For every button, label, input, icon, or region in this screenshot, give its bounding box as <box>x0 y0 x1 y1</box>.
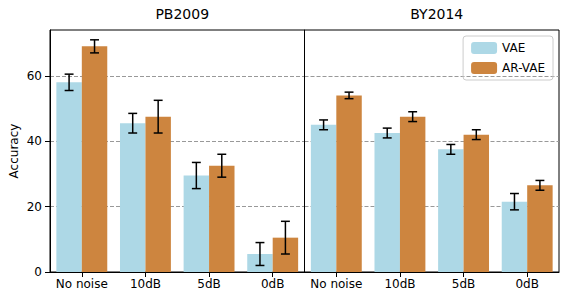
svg-text:0dB: 0dB <box>261 277 284 291</box>
svg-text:10dB: 10dB <box>130 277 161 291</box>
svg-text:5dB: 5dB <box>197 277 220 291</box>
svg-text:PB2009: PB2009 <box>155 6 209 22</box>
svg-text:No noise: No noise <box>310 277 362 291</box>
svg-text:10dB: 10dB <box>384 277 415 291</box>
svg-text:No noise: No noise <box>56 277 108 291</box>
svg-text:VAE: VAE <box>502 41 525 55</box>
svg-text:40: 40 <box>27 134 42 148</box>
svg-text:0: 0 <box>34 265 42 279</box>
svg-text:BY2014: BY2014 <box>410 6 463 22</box>
svg-text:60: 60 <box>27 69 42 83</box>
svg-text:5dB: 5dB <box>452 277 475 291</box>
svg-text:0dB: 0dB <box>515 277 538 291</box>
svg-text:20: 20 <box>27 200 42 214</box>
svg-text:AR-VAE: AR-VAE <box>502 61 545 75</box>
svg-text:Accuracy: Accuracy <box>7 124 21 179</box>
